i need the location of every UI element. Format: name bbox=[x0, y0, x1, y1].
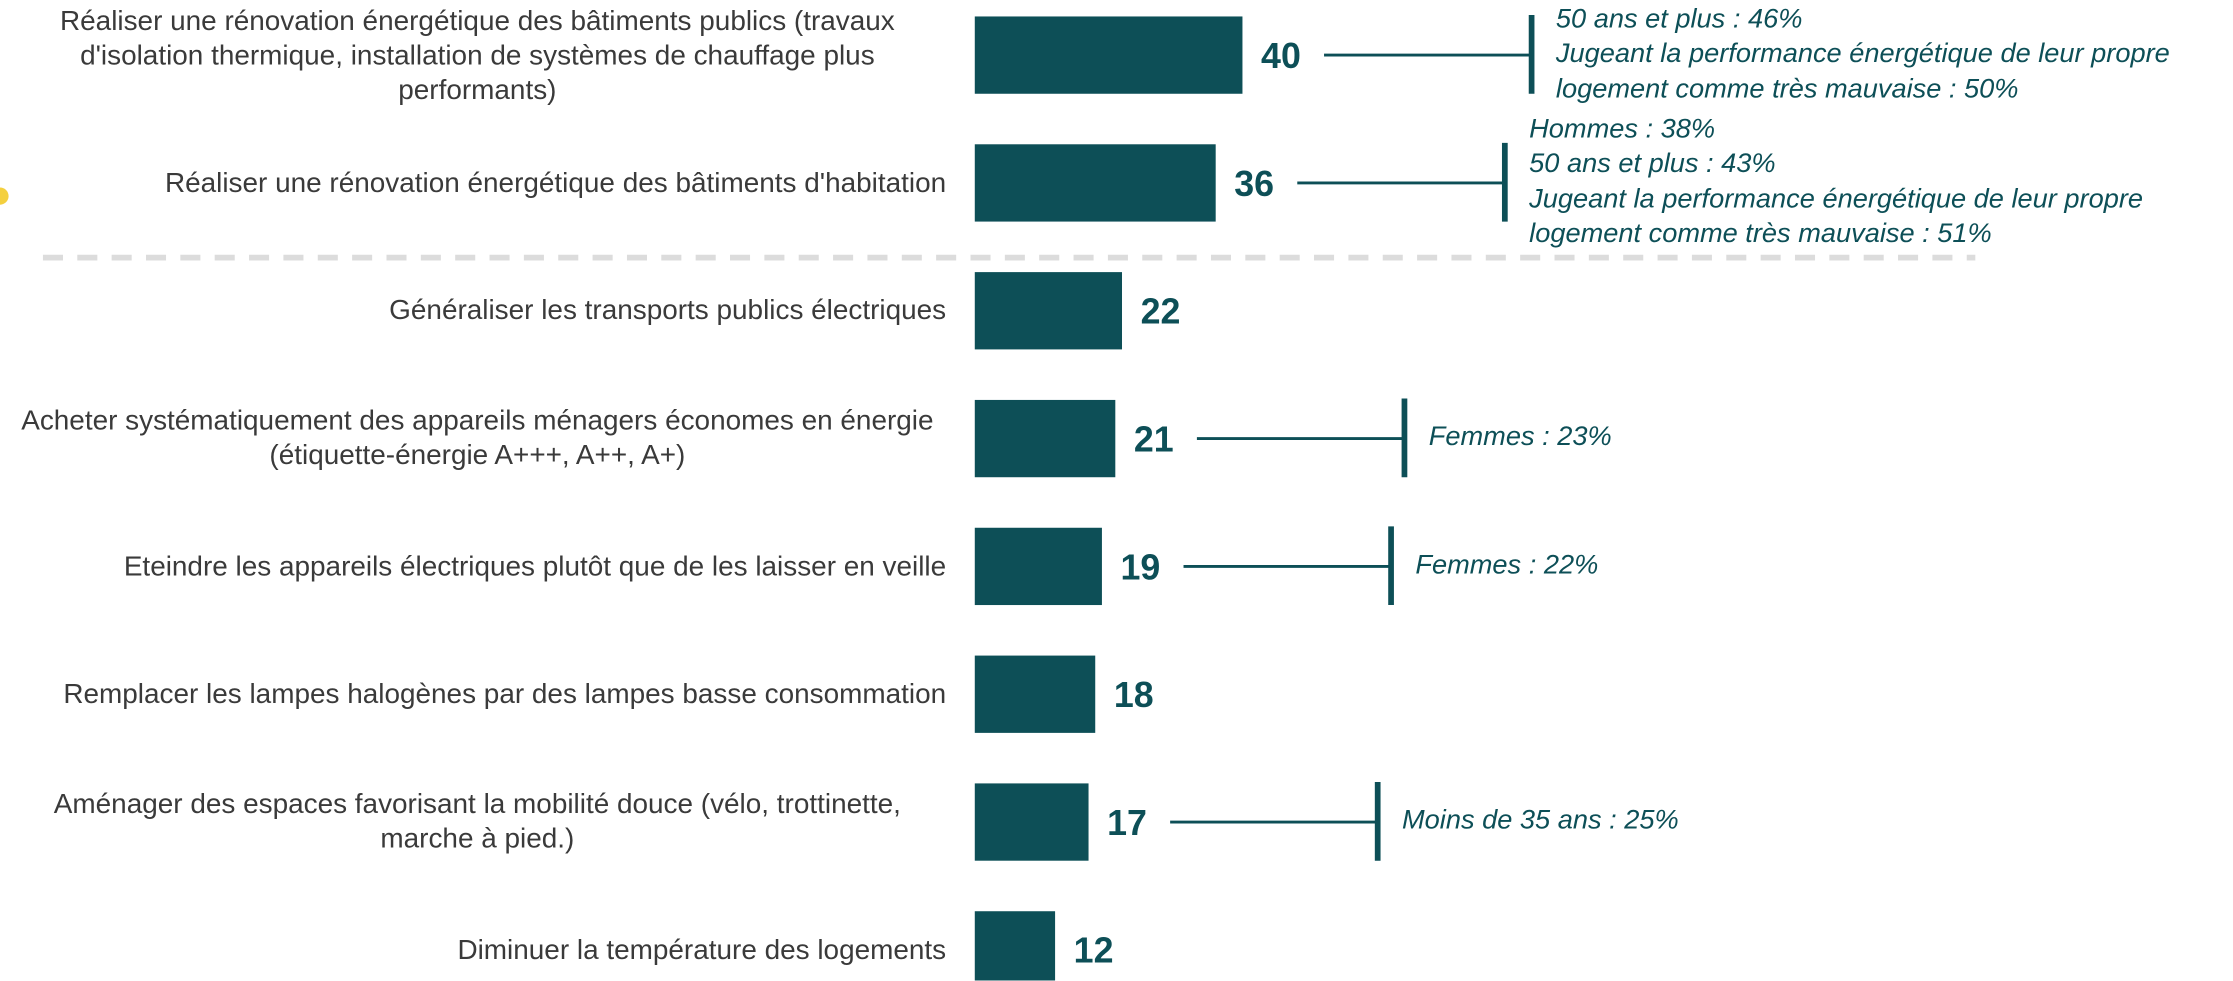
category-text: Réaliser une rénovation énergétique des … bbox=[164, 167, 947, 199]
category-text: Acheter systématiquement des appareils m… bbox=[21, 405, 934, 472]
category-label: Réaliser une rénovation énergétique des … bbox=[0, 4, 946, 107]
category-label: Réaliser une rénovation énergétique des … bbox=[0, 166, 946, 200]
value-label: 21 bbox=[1134, 419, 1174, 459]
value-label: 19 bbox=[1121, 547, 1161, 587]
annotation-line: Moins de 35 ans : 25% bbox=[1402, 805, 1679, 837]
category-text: Réaliser une rénovation énergétique des … bbox=[59, 5, 895, 106]
annotation-line: 50 ans et plus : 43% bbox=[1529, 149, 1776, 180]
annotation: Femmes : 23% bbox=[1429, 421, 1612, 456]
annotation-line: Hommes : 38% bbox=[1529, 114, 1716, 145]
bar bbox=[974, 144, 1216, 222]
category-label: Eteindre les appareils électriques plutô… bbox=[0, 549, 946, 583]
bar bbox=[974, 655, 1096, 733]
bar bbox=[974, 16, 1243, 94]
category-label: Diminuer la température des logements bbox=[0, 933, 946, 967]
category-label: Généraliser les transports publics élect… bbox=[0, 294, 946, 328]
category-text: Remplacer les lampes halogènes par des l… bbox=[63, 678, 947, 710]
value-label: 18 bbox=[1114, 675, 1154, 715]
annotation-line: Jugeant la performance énergétique de le… bbox=[1529, 184, 2144, 250]
annotation: Femmes : 22% bbox=[1415, 549, 1598, 584]
annotation-line: Femmes : 23% bbox=[1428, 422, 1612, 453]
bar bbox=[974, 399, 1116, 478]
bar bbox=[974, 272, 1123, 350]
value-label: 36 bbox=[1234, 164, 1274, 204]
category-text: Diminuer la température des logements bbox=[457, 934, 947, 966]
category-label: Aménager des espaces favorisant la mobil… bbox=[0, 788, 946, 857]
category-text: Eteindre les appareils électriques plutô… bbox=[123, 550, 947, 583]
bar bbox=[974, 911, 1056, 981]
value-label: 12 bbox=[1074, 931, 1114, 971]
annotation: 50 ans et plus : 46% Jugeant la performan… bbox=[1556, 3, 2233, 108]
decor-dot bbox=[0, 187, 9, 205]
annotation: Hommes : 38% 50 ans et plus : 43% Jugeant … bbox=[1529, 113, 2216, 253]
bar bbox=[974, 783, 1089, 861]
value-label: 22 bbox=[1141, 292, 1181, 332]
annotation-line: 50 ans et plus : 46% bbox=[1555, 3, 1803, 34]
bar bbox=[974, 527, 1102, 606]
category-text: Aménager des espaces favorisant la mobil… bbox=[53, 789, 901, 855]
category-label: Acheter systématiquement des appareils m… bbox=[0, 404, 946, 473]
value-label: 17 bbox=[1107, 803, 1147, 843]
annotation: Moins de 35 ans : 25% bbox=[1402, 805, 1679, 840]
value-label: 40 bbox=[1261, 36, 1301, 76]
category-text: Généraliser les transports publics élect… bbox=[389, 295, 947, 327]
annotation-line: Femmes : 22% bbox=[1415, 550, 1599, 581]
annotation-line: Jugeant la performance énergétique de le… bbox=[1555, 39, 2170, 105]
category-label: Remplacer les lampes halogènes par des l… bbox=[0, 677, 946, 711]
